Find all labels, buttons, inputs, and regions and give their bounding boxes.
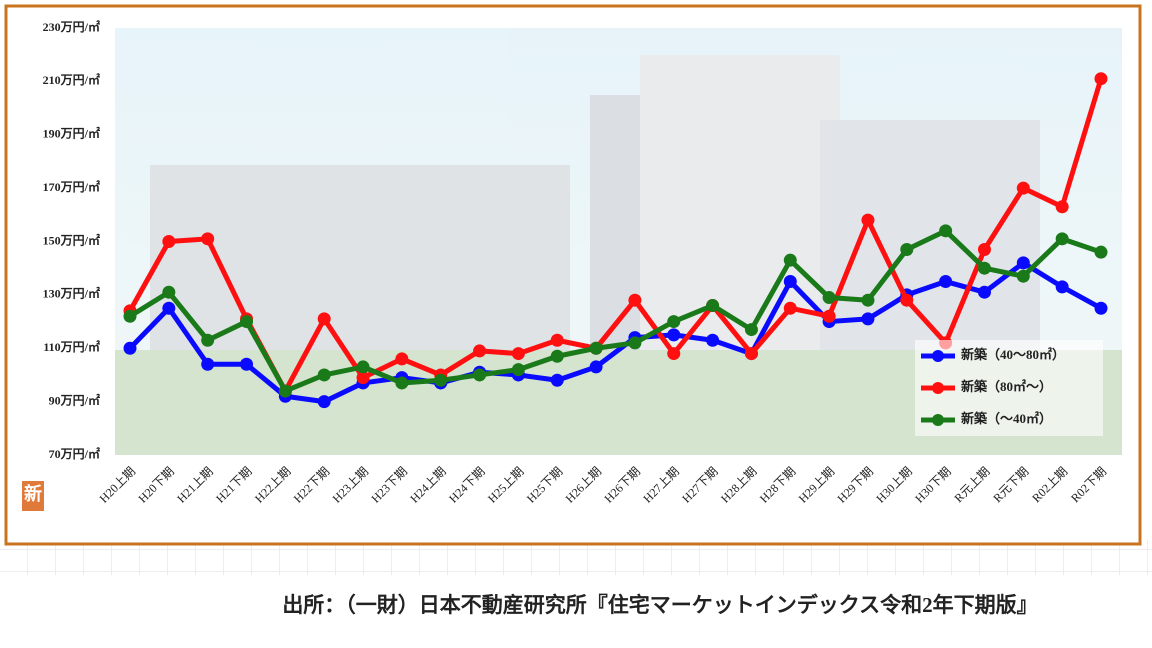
point bbox=[900, 243, 914, 257]
point bbox=[977, 243, 991, 257]
y-tick-label: 110万円/㎡ bbox=[43, 339, 100, 354]
point bbox=[317, 368, 331, 382]
series-line bbox=[128, 228, 1102, 394]
point bbox=[939, 275, 953, 289]
point bbox=[162, 285, 176, 299]
point bbox=[511, 363, 525, 377]
point bbox=[822, 291, 836, 305]
point bbox=[473, 368, 487, 382]
point bbox=[317, 395, 331, 409]
point bbox=[434, 373, 448, 387]
point bbox=[977, 261, 991, 275]
legend-label: 新築（40～80㎡） bbox=[961, 347, 1065, 362]
point bbox=[550, 349, 564, 363]
legend-marker bbox=[932, 350, 944, 362]
point bbox=[783, 253, 797, 267]
legend-label: 新築（～40㎡） bbox=[961, 411, 1052, 426]
point bbox=[123, 341, 137, 355]
point bbox=[706, 333, 720, 347]
point bbox=[317, 312, 331, 326]
point bbox=[201, 333, 215, 347]
point bbox=[511, 347, 525, 361]
point bbox=[783, 301, 797, 315]
point bbox=[1055, 232, 1069, 246]
legend-marker bbox=[932, 414, 944, 426]
point bbox=[1016, 181, 1030, 195]
y-tick-label: 70万円/㎡ bbox=[49, 446, 100, 461]
point bbox=[395, 352, 409, 366]
point bbox=[667, 328, 681, 342]
point bbox=[667, 315, 681, 329]
badge-bg bbox=[22, 481, 44, 511]
point bbox=[744, 347, 758, 361]
y-tick-label: 190万円/㎡ bbox=[43, 126, 100, 141]
point bbox=[1055, 280, 1069, 294]
y-tick-label: 90万円/㎡ bbox=[49, 392, 100, 407]
point bbox=[550, 333, 564, 347]
y-tick-label: 150万円/㎡ bbox=[43, 232, 100, 247]
source-bg bbox=[0, 575, 1152, 648]
point bbox=[744, 323, 758, 337]
series-line bbox=[127, 77, 1104, 394]
badge: 新 bbox=[24, 483, 42, 504]
point bbox=[783, 275, 797, 289]
point bbox=[162, 235, 176, 248]
point bbox=[278, 384, 292, 398]
point bbox=[550, 373, 564, 387]
point bbox=[1016, 269, 1030, 283]
point bbox=[977, 285, 991, 299]
y-tick-label: 170万円/㎡ bbox=[43, 179, 100, 194]
point bbox=[861, 293, 875, 307]
point bbox=[589, 341, 603, 355]
point bbox=[589, 360, 603, 374]
point bbox=[240, 357, 254, 371]
point bbox=[667, 347, 681, 361]
point bbox=[706, 299, 720, 313]
y-tick-label: 230万円/㎡ bbox=[43, 19, 100, 34]
point bbox=[1094, 72, 1108, 86]
point bbox=[939, 224, 953, 238]
point bbox=[162, 301, 176, 315]
point bbox=[861, 213, 875, 227]
point bbox=[201, 232, 215, 246]
point bbox=[1094, 245, 1108, 259]
point bbox=[822, 309, 836, 323]
source-note: 出所：（一財）日本不動産研究所『住宅マーケットインデックス令和2年下期版』 bbox=[282, 593, 1037, 617]
legend-marker bbox=[932, 382, 944, 394]
point bbox=[201, 357, 215, 371]
point bbox=[1016, 256, 1030, 270]
y-tick-label: 210万円/㎡ bbox=[43, 72, 100, 87]
point bbox=[473, 344, 487, 358]
point bbox=[1094, 301, 1108, 315]
y-tick-label: 130万円/㎡ bbox=[43, 286, 100, 301]
point bbox=[628, 293, 642, 307]
point bbox=[861, 312, 875, 326]
point bbox=[356, 371, 370, 385]
point bbox=[395, 376, 409, 390]
point bbox=[240, 315, 254, 329]
point bbox=[123, 309, 137, 323]
legend-label: 新築（80㎡～） bbox=[961, 379, 1052, 394]
series-line bbox=[128, 260, 1103, 405]
point bbox=[628, 336, 642, 350]
point bbox=[900, 293, 914, 307]
point bbox=[1055, 200, 1069, 214]
point bbox=[356, 360, 370, 374]
